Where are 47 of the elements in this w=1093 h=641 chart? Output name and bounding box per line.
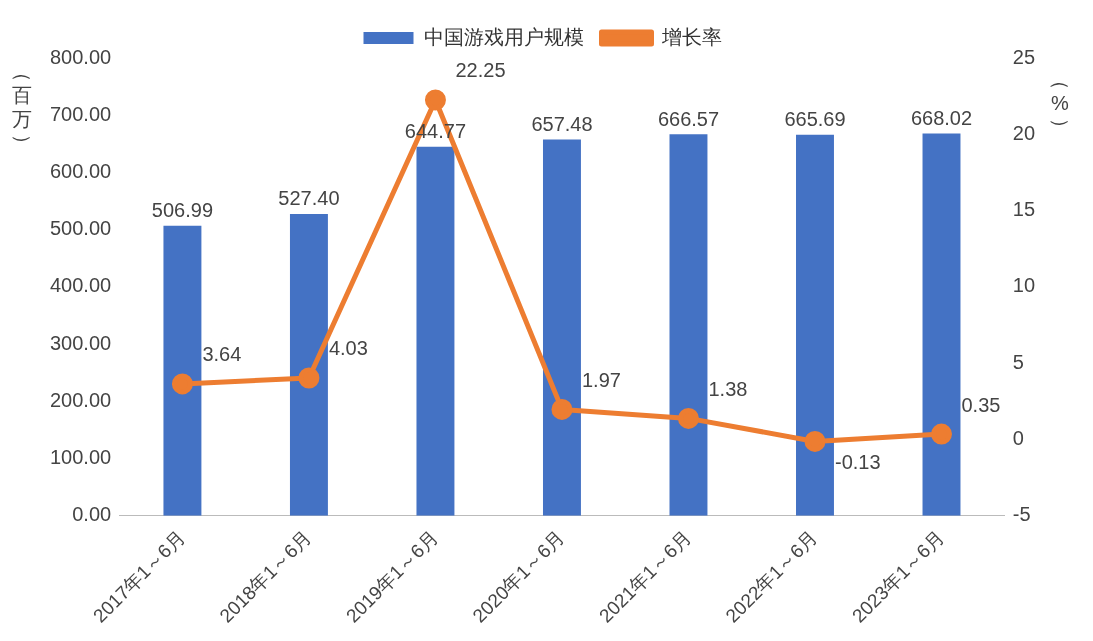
y-tick-label: 0.00 — [72, 503, 112, 526]
y-axis-title: （百万） — [12, 62, 35, 154]
y2-tick-label: 5 — [1012, 350, 1024, 373]
y-tick-label: 600.00 — [50, 159, 112, 182]
data-label: 0.35 — [961, 393, 1001, 416]
data-label: 22.25 — [455, 59, 506, 82]
y2-tick-label: 15 — [1012, 198, 1035, 221]
data-label: 657.48 — [531, 113, 593, 136]
bar — [922, 133, 961, 516]
point — [298, 367, 320, 389]
legend-label: 中国游戏用户规模 — [423, 25, 584, 48]
data-label: 4.03 — [328, 337, 368, 360]
data-label: -0.13 — [834, 450, 881, 473]
data-label: 527.40 — [278, 187, 340, 210]
y2-tick-label: -5 — [1012, 503, 1031, 526]
y-tick-label: 500.00 — [50, 217, 112, 240]
point — [171, 373, 193, 395]
y-tick-label: 100.00 — [50, 446, 112, 469]
y2-tick-label: 20 — [1012, 121, 1035, 144]
y2-tick-label: 10 — [1012, 274, 1035, 297]
point — [804, 430, 826, 452]
point — [677, 407, 699, 429]
bar — [542, 139, 581, 516]
y-tick-label: 400.00 — [50, 274, 112, 297]
point — [424, 89, 446, 111]
data-label: 506.99 — [151, 199, 214, 222]
legend-label: 增长率 — [660, 25, 722, 48]
data-label: 666.57 — [657, 107, 720, 130]
data-label: 665.69 — [784, 108, 846, 131]
point — [551, 398, 573, 420]
bar — [669, 134, 708, 516]
y2-tick-label: 0 — [1012, 426, 1024, 449]
y2-tick-label: 25 — [1012, 45, 1035, 68]
y2-axis-title: （%） — [1050, 70, 1073, 138]
bar — [289, 213, 328, 516]
y-tick-label: 200.00 — [50, 388, 112, 411]
y-tick-label: 800.00 — [50, 45, 112, 68]
data-label: 3.64 — [202, 343, 242, 366]
data-label: 668.02 — [910, 107, 973, 130]
point — [931, 423, 952, 445]
bar — [796, 134, 834, 516]
data-label: 1.38 — [708, 377, 748, 400]
data-label: 1.97 — [581, 368, 621, 391]
y-tick-label: 700.00 — [50, 102, 112, 125]
y-tick-label: 300.00 — [50, 331, 112, 354]
bar — [416, 146, 455, 516]
bar — [163, 225, 202, 516]
